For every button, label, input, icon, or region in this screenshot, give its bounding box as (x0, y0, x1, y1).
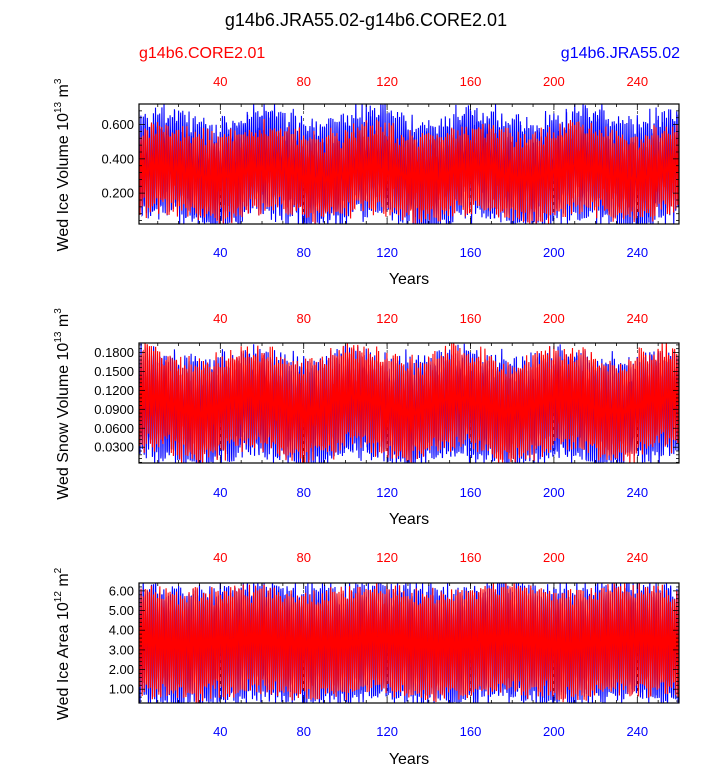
x-tick-label-top: 240 (626, 74, 648, 89)
y-tick-label: 1.00 (109, 682, 134, 697)
plot-frame (138, 103, 680, 225)
x-tick-label-bottom: 200 (543, 245, 565, 260)
x-tick-label-top: 80 (296, 311, 310, 326)
x-tick-label-top: 80 (296, 74, 310, 89)
x-tick-label-bottom: 240 (626, 245, 648, 260)
panel-ice-area: 40 40 80 80 120 120 160 160 200 200 240 240 1.00 2.00… (53, 550, 680, 765)
y-tick-label: 4.00 (109, 623, 134, 638)
series-line-core2 (139, 118, 679, 224)
y-tick-label: 0.0600 (94, 421, 134, 436)
x-tick-label-top: 80 (296, 550, 310, 565)
x-tick-label-bottom: 80 (296, 485, 310, 500)
x-tick-label-bottom: 120 (376, 485, 398, 500)
y-tick-label: 3.00 (109, 642, 134, 657)
y-tick-label: 0.0900 (94, 402, 134, 417)
y-tick-label: 0.1800 (94, 345, 134, 360)
x-tick-label-top: 40 (213, 311, 227, 326)
x-tick-label-top: 160 (460, 550, 482, 565)
x-tick-label-top: 200 (543, 311, 565, 326)
y-tick-label: 0.200 (101, 186, 134, 201)
x-tick-label-top: 40 (213, 74, 227, 89)
y-axis-label: Wed Ice Area 1012 m2 (53, 567, 72, 720)
x-tick-label-top: 40 (213, 550, 227, 565)
x-tick-label-top: 240 (626, 550, 648, 565)
x-tick-label-top: 120 (376, 311, 398, 326)
x-axis-label: Years (389, 511, 429, 528)
x-tick-label-bottom: 240 (626, 485, 648, 500)
y-tick-label: 6.00 (109, 583, 134, 598)
y-axis-label: Wed Snow Volume 1013 m3 (53, 308, 72, 500)
x-tick-label-bottom: 160 (460, 245, 482, 260)
x-tick-label-bottom: 160 (460, 724, 482, 739)
x-tick-label-bottom: 40 (213, 245, 227, 260)
x-tick-label-bottom: 240 (626, 724, 648, 739)
x-tick-label-bottom: 200 (543, 724, 565, 739)
legend-left-label: g14b6.CORE2.01 (139, 45, 265, 62)
x-tick-label-top: 200 (543, 550, 565, 565)
plot-frame (138, 342, 680, 464)
x-tick-label-bottom: 200 (543, 485, 565, 500)
plot-frame (138, 582, 680, 704)
x-tick-label-top: 200 (543, 74, 565, 89)
panel-snow-volume: 40 40 80 80 120 120 160 160 200 200 240 240 0.0300 0.… (53, 308, 680, 528)
x-tick-label-bottom: 40 (213, 485, 227, 500)
x-tick-label-bottom: 120 (376, 245, 398, 260)
x-tick-label-top: 160 (460, 311, 482, 326)
series-line-core2 (139, 583, 679, 703)
legend-right-label: g14b6.JRA55.02 (561, 45, 680, 62)
y-tick-label: 2.00 (109, 662, 134, 677)
x-tick-label-top: 120 (376, 550, 398, 565)
panel-ice-volume: 40 40 80 80 120 120 160 160 200 200 240 240 0.200 0.4… (53, 74, 680, 288)
y-tick-label: 0.1200 (94, 383, 134, 398)
y-tick-label: 0.0300 (94, 440, 134, 455)
y-tick-label: 0.400 (101, 151, 134, 166)
x-tick-label-top: 240 (626, 311, 648, 326)
x-tick-label-bottom: 80 (296, 245, 310, 260)
series-line-core2 (139, 343, 679, 463)
x-tick-label-bottom: 40 (213, 724, 227, 739)
y-tick-label: 0.1500 (94, 364, 134, 379)
y-tick-label: 0.600 (101, 117, 134, 132)
x-tick-label-top: 160 (460, 74, 482, 89)
x-axis-label: Years (389, 271, 429, 288)
x-tick-label-bottom: 120 (376, 724, 398, 739)
y-tick-label: 5.00 (109, 603, 134, 618)
x-tick-label-top: 120 (376, 74, 398, 89)
x-axis-label: Years (389, 751, 429, 765)
x-tick-label-bottom: 80 (296, 724, 310, 739)
figure-title: g14b6.JRA55.02-g14b6.CORE2.01 (225, 10, 507, 30)
y-axis-label: Wed Ice Volume 1013 m3 (53, 78, 72, 251)
x-tick-label-bottom: 160 (460, 485, 482, 500)
